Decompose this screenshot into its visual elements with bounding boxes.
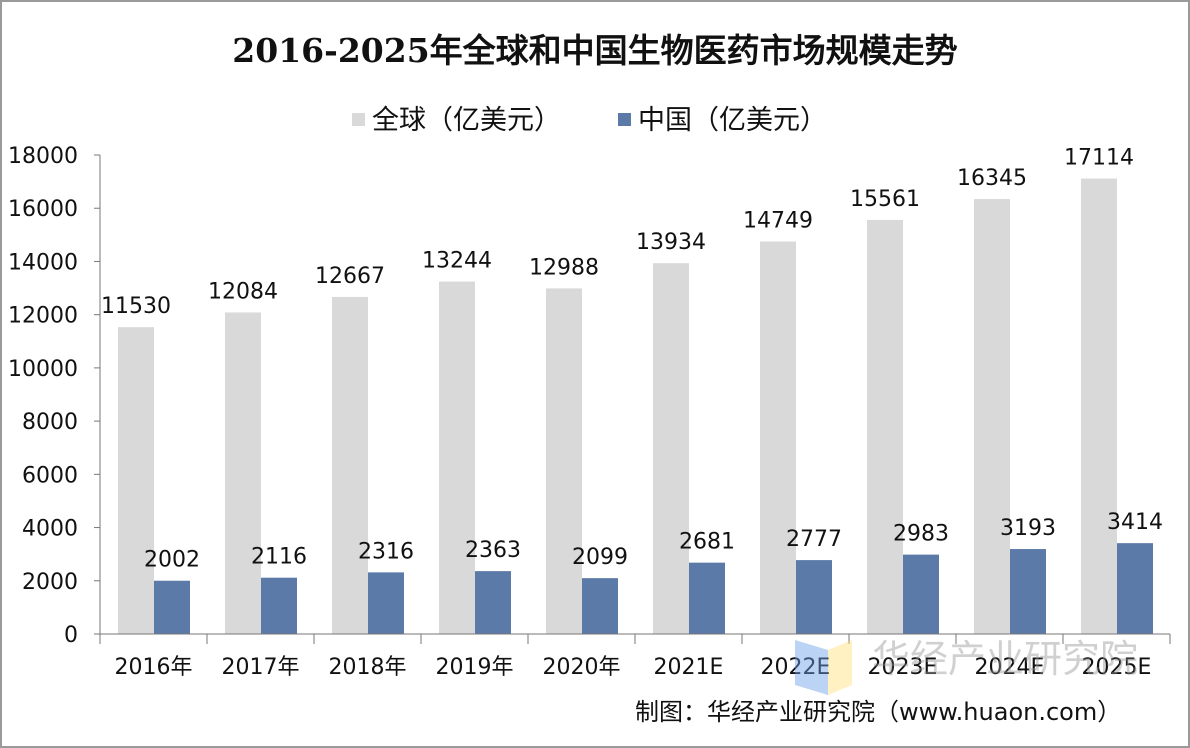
x-tick-label: 2022E <box>761 655 831 680</box>
data-label: 2002 <box>144 548 200 573</box>
x-tick-label: 2024E <box>975 655 1045 680</box>
legend-label: 全球（亿美元） <box>372 105 561 136</box>
data-label: 3414 <box>1107 510 1163 535</box>
legend: 全球（亿美元） 中国（亿美元） <box>352 105 827 136</box>
data-label: 2316 <box>358 539 414 564</box>
x-tick-label: 2016年 <box>115 655 193 680</box>
data-label: 12988 <box>529 255 599 280</box>
data-label: 17114 <box>1064 146 1134 171</box>
y-tick-label: 4000 <box>22 517 78 542</box>
global-bar <box>332 296 368 634</box>
global-bar <box>546 288 582 634</box>
data-label: 13244 <box>422 249 492 274</box>
china-bar <box>582 578 618 634</box>
legend-swatch <box>352 113 365 126</box>
watermark-logo-blue <box>795 640 828 695</box>
global-bar <box>1081 178 1117 634</box>
data-label: 3193 <box>1000 516 1056 541</box>
x-tick-label: 2019年 <box>436 655 514 680</box>
x-tick-label: 2021E <box>654 655 724 680</box>
chart-title: 2016-2025年全球和中国生物医药市场规模走势 <box>232 31 957 70</box>
data-label: 2983 <box>893 522 949 547</box>
y-tick-label: 2000 <box>22 570 78 595</box>
china-bar <box>1010 549 1046 634</box>
x-tick-label: 2018年 <box>329 655 407 680</box>
x-axis: 2016年 2017年 2018年 2019年 2020年 2021E 2022E 2023E… <box>99 633 1171 680</box>
y-tick-label: 14000 <box>8 250 78 275</box>
data-label: 2681 <box>679 530 735 555</box>
data-label: 2777 <box>786 527 842 552</box>
global-bar <box>118 327 154 634</box>
y-tick-label: 8000 <box>22 410 78 435</box>
data-label: 12667 <box>315 264 385 289</box>
y-tick-label: 6000 <box>22 463 78 488</box>
china-bar <box>1117 543 1153 634</box>
global-bar <box>974 199 1010 634</box>
bars: 11530 2002 12084 2116 12667 2316 13244 2363 1298… <box>101 146 1163 635</box>
watermark: 华经产业研究院 <box>795 637 1138 695</box>
x-tick-label: 2023E <box>868 655 938 680</box>
data-label: 2116 <box>251 545 307 570</box>
china-bar <box>261 577 297 634</box>
y-tick-label: 12000 <box>8 304 78 329</box>
china-bar <box>154 580 190 634</box>
china-bar <box>903 554 939 634</box>
data-label: 12084 <box>208 279 278 304</box>
data-label: 15561 <box>850 187 920 212</box>
data-label: 14749 <box>743 209 813 234</box>
watermark-text: 华经产业研究院 <box>872 637 1138 681</box>
watermark-logo-yellow <box>828 640 852 695</box>
data-label: 2099 <box>572 545 628 570</box>
legend-swatch <box>618 113 631 126</box>
x-tick-label: 2025E <box>1082 655 1152 680</box>
global-bar <box>867 219 903 635</box>
x-tick-label: 2017年 <box>222 655 300 680</box>
global-bar <box>439 281 475 634</box>
y-tick-label: 16000 <box>8 197 78 222</box>
china-bar <box>689 562 725 634</box>
y-axis: 0 2000 4000 6000 8000 10000 12000 14000 16000 180… <box>8 144 101 648</box>
legend-label: 中国（亿美元） <box>638 105 827 136</box>
y-tick-label: 10000 <box>8 357 78 382</box>
global-bar <box>653 263 689 634</box>
global-bar <box>760 241 796 634</box>
y-tick-label: 18000 <box>8 144 78 169</box>
data-label: 13934 <box>636 230 706 255</box>
source-note: 制图：华经产业研究院（www.huaon.com） <box>635 698 1121 726</box>
china-bar <box>368 572 404 634</box>
global-bar <box>225 312 261 634</box>
x-tick-label: 2020年 <box>543 655 621 680</box>
data-label: 2363 <box>465 538 521 563</box>
y-tick-label: 0 <box>64 623 78 648</box>
data-label: 16345 <box>957 166 1027 191</box>
china-bar <box>475 571 511 634</box>
china-bar <box>796 560 832 634</box>
data-label: 11530 <box>101 294 171 319</box>
